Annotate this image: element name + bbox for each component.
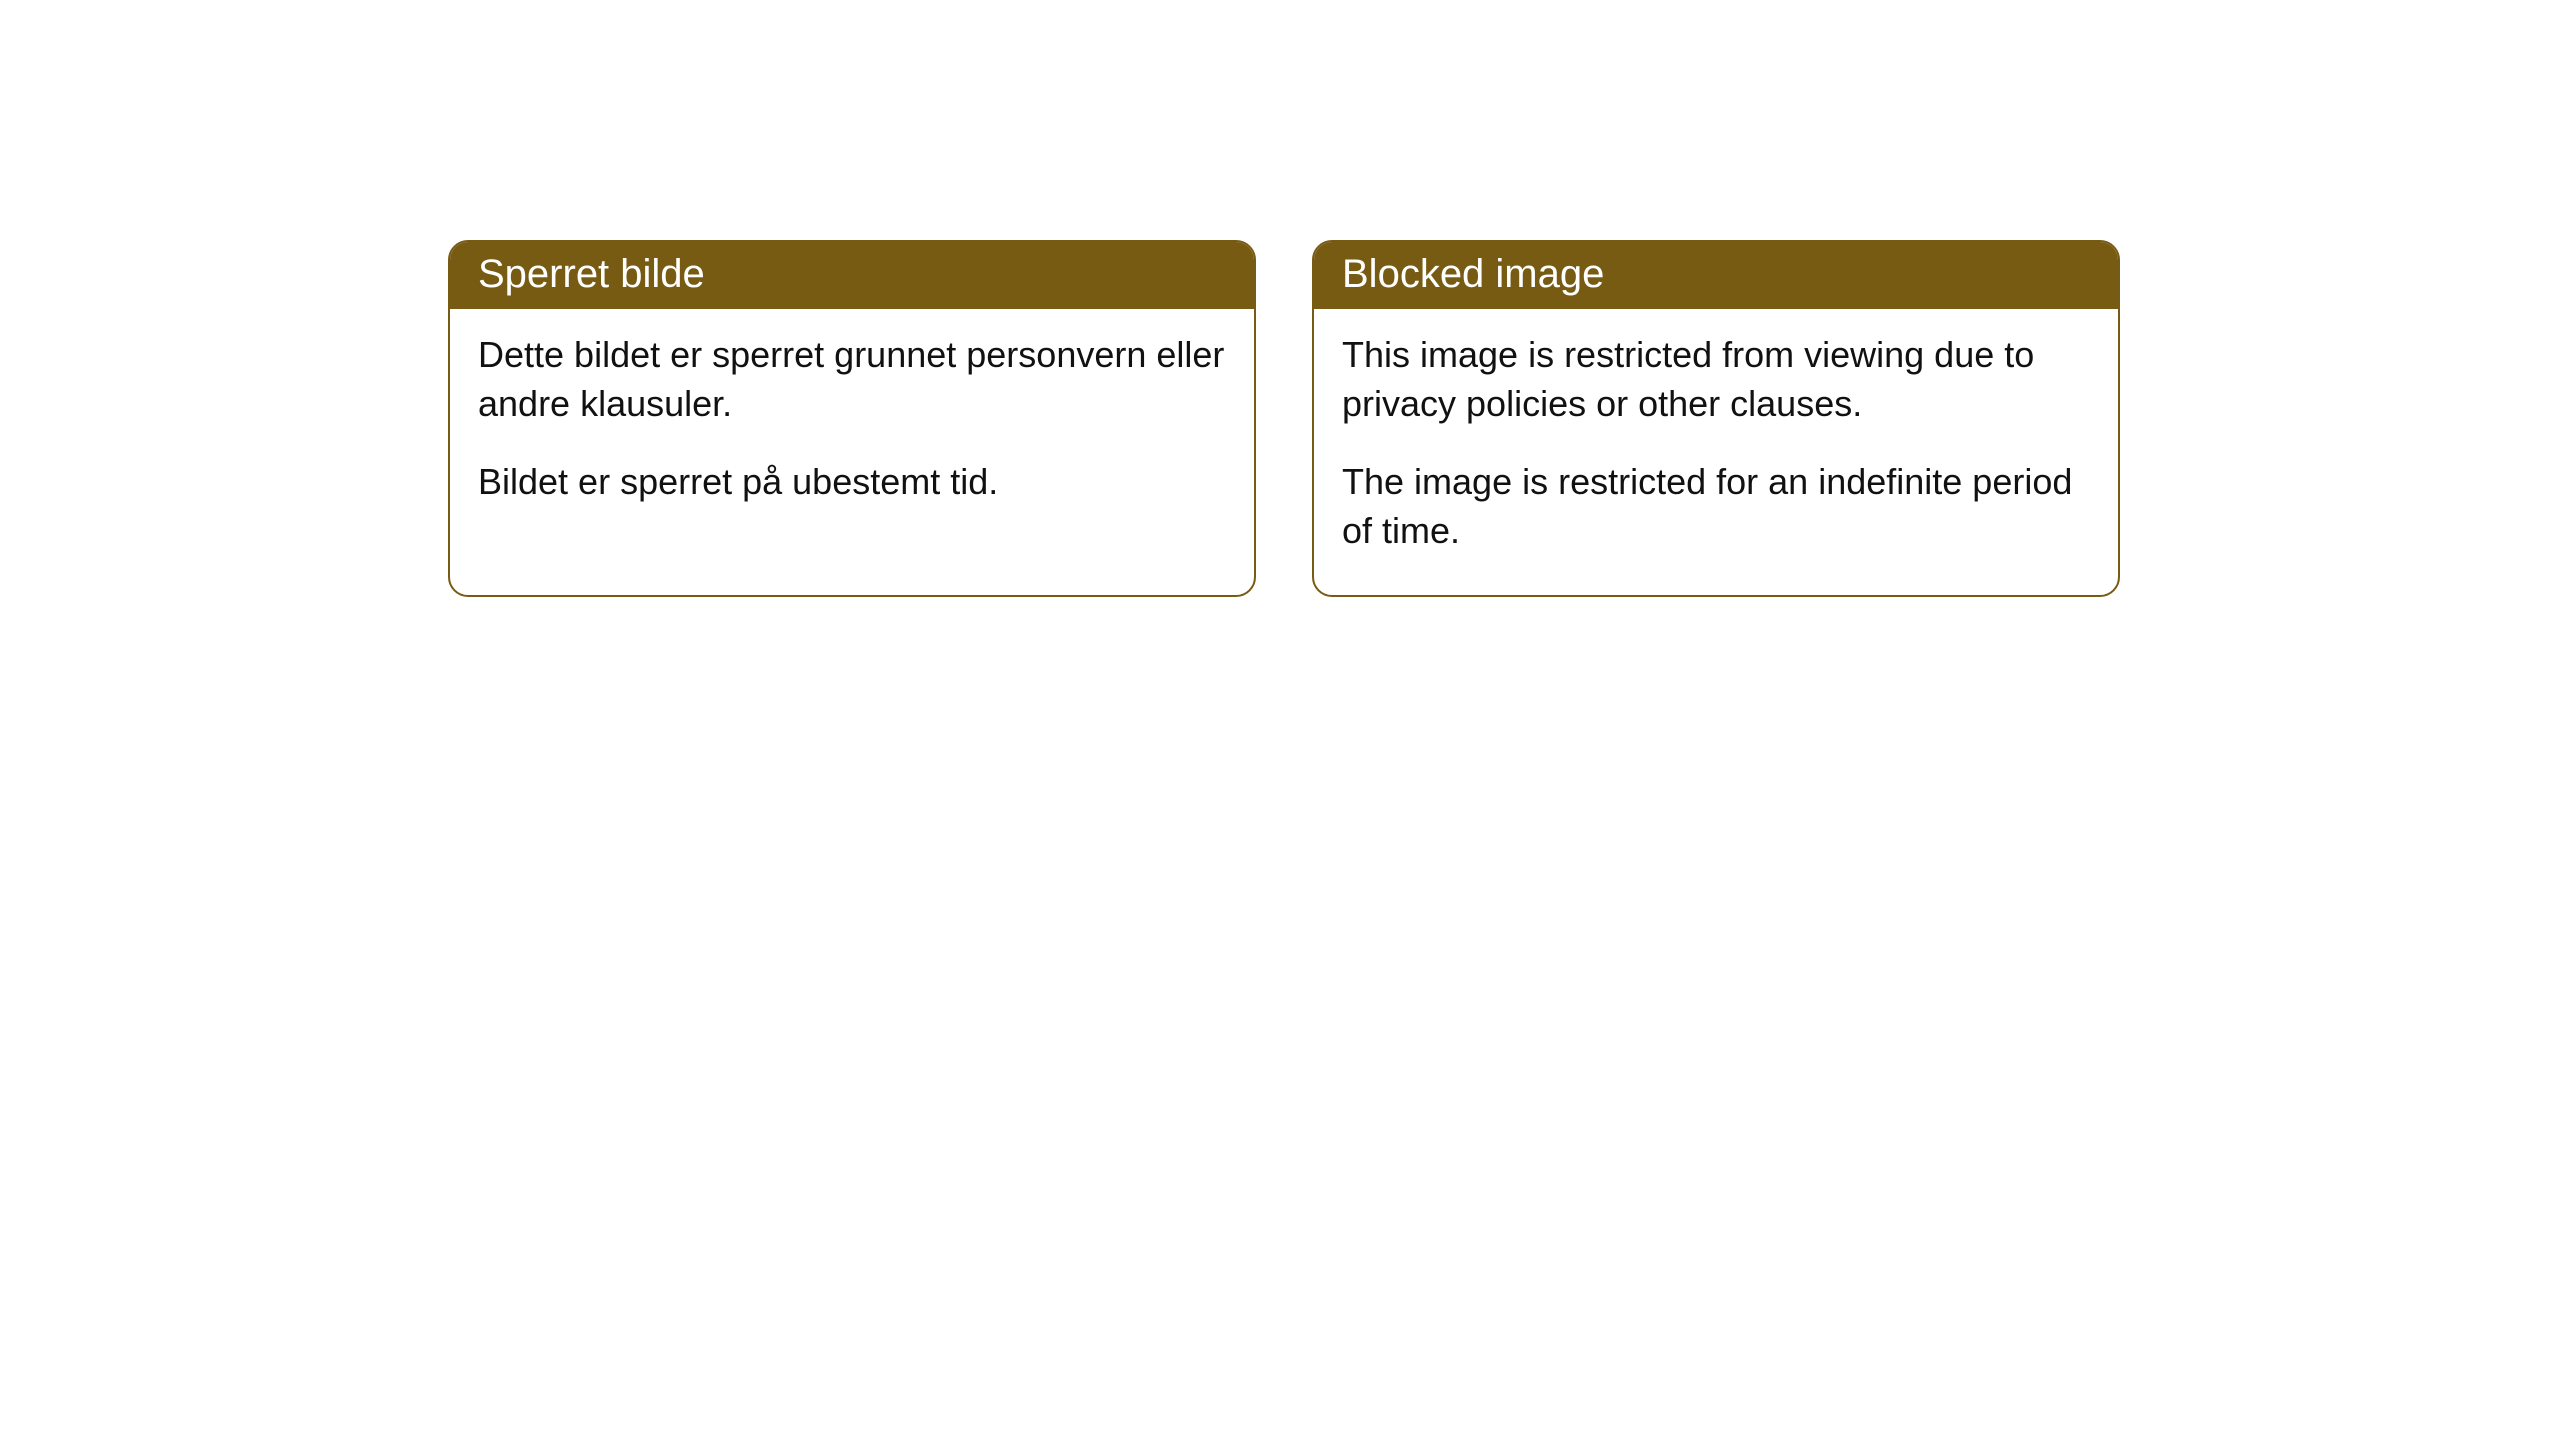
card-title: Sperret bilde <box>450 242 1254 309</box>
card-paragraph: This image is restricted from viewing du… <box>1342 331 2090 428</box>
card-paragraph: Dette bildet er sperret grunnet personve… <box>478 331 1226 428</box>
card-body: This image is restricted from viewing du… <box>1314 309 2118 595</box>
card-body: Dette bildet er sperret grunnet personve… <box>450 309 1254 547</box>
card-paragraph: Bildet er sperret på ubestemt tid. <box>478 458 1226 507</box>
card-paragraph: The image is restricted for an indefinit… <box>1342 458 2090 555</box>
blocked-image-card-en: Blocked image This image is restricted f… <box>1312 240 2120 597</box>
blocked-image-card-no: Sperret bilde Dette bildet er sperret gr… <box>448 240 1256 597</box>
card-title: Blocked image <box>1314 242 2118 309</box>
cards-container: Sperret bilde Dette bildet er sperret gr… <box>0 0 2560 597</box>
